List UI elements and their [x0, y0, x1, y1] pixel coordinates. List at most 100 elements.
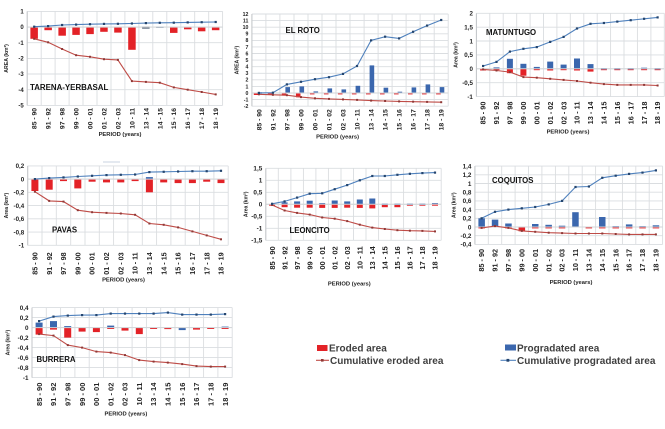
svg-text:02 - 03: 02 - 03 [116, 252, 125, 274]
svg-text:00 - 01: 00 - 01 [318, 246, 327, 269]
svg-text:15 - 16: 15 - 16 [397, 109, 404, 130]
svg-text:6: 6 [246, 51, 249, 57]
svg-text:-3: -3 [18, 72, 24, 78]
svg-text:99 - 00: 99 - 00 [518, 249, 527, 272]
svg-text:AREA (km²): AREA (km²) [235, 46, 241, 75]
svg-text:0,5: 0,5 [464, 52, 473, 59]
svg-text:Area (km²): Area (km²) [244, 191, 250, 217]
svg-text:1: 1 [20, 10, 24, 16]
svg-text:0: 0 [468, 224, 472, 231]
svg-text:91 - 92: 91 - 92 [49, 383, 58, 406]
svg-text:-0,4: -0,4 [461, 242, 472, 249]
svg-text:85 - 90: 85 - 90 [479, 102, 488, 125]
svg-text:17 - 18: 17 - 18 [206, 383, 215, 406]
svg-text:7: 7 [246, 45, 249, 51]
svg-text:0: 0 [469, 66, 473, 73]
svg-text:1,5: 1,5 [253, 166, 262, 173]
svg-text:0,2: 0,2 [20, 315, 29, 322]
svg-text:-2: -2 [244, 104, 249, 110]
svg-text:00 - 01: 00 - 01 [312, 109, 319, 130]
svg-text:15 - 16: 15 - 16 [611, 249, 620, 272]
svg-text:Area (km²): Area (km²) [454, 42, 460, 68]
svg-text:14 - 15: 14 - 15 [600, 102, 609, 125]
svg-text:Area (km²): Area (km²) [4, 193, 10, 219]
svg-text:-1: -1 [23, 375, 29, 382]
svg-text:2: 2 [246, 78, 249, 84]
svg-text:14 - 15: 14 - 15 [159, 252, 168, 274]
svg-text:02 - 03: 02 - 03 [121, 383, 130, 406]
svg-text:0,2: 0,2 [16, 163, 25, 170]
svg-text:14 - 15: 14 - 15 [164, 383, 173, 406]
svg-text:1: 1 [259, 178, 263, 185]
svg-text:0,8: 0,8 [463, 190, 472, 197]
svg-text:16 - 17: 16 - 17 [406, 246, 415, 269]
svg-text:18 - 19: 18 - 19 [221, 383, 230, 406]
svg-text:5: 5 [246, 58, 249, 64]
svg-text:10 - 11: 10 - 11 [129, 108, 136, 129]
svg-text:17 - 18: 17 - 18 [202, 252, 211, 274]
svg-text:13 - 14: 13 - 14 [585, 248, 594, 272]
svg-text:00 - 01: 00 - 01 [88, 108, 95, 129]
svg-text:15 - 16: 15 - 16 [393, 246, 402, 269]
svg-text:18 - 19: 18 - 19 [213, 108, 220, 129]
svg-text:00 - 01: 00 - 01 [88, 252, 97, 274]
svg-text:99 - 00: 99 - 00 [298, 109, 305, 130]
svg-text:13 - 14: 13 - 14 [369, 109, 376, 130]
svg-text:01 - 02: 01 - 02 [101, 108, 108, 129]
svg-text:Eroded area: Eroded area [329, 344, 387, 355]
svg-text:97 - 98: 97 - 98 [284, 109, 291, 130]
svg-text:15 - 16: 15 - 16 [174, 252, 183, 274]
svg-text:18 - 19: 18 - 19 [431, 246, 440, 269]
svg-text:17 - 18: 17 - 18 [199, 108, 206, 129]
svg-text:97 - 98: 97 - 98 [504, 249, 513, 272]
svg-text:PERIOD (years): PERIOD (years) [104, 412, 147, 418]
svg-text:-1: -1 [19, 243, 25, 250]
svg-text:PERIOD (years): PERIOD (years) [550, 280, 593, 286]
svg-text:Area (km²): Area (km²) [6, 330, 12, 356]
svg-text:18 - 19: 18 - 19 [439, 109, 446, 130]
svg-text:Progradated area: Progradated area [517, 344, 600, 355]
svg-text:99 - 00: 99 - 00 [519, 102, 528, 125]
svg-text:16 - 17: 16 - 17 [192, 383, 201, 406]
svg-text:1: 1 [246, 84, 249, 90]
svg-text:LEONCITO: LEONCITO [290, 226, 330, 235]
svg-text:15 - 16: 15 - 16 [613, 102, 622, 125]
svg-text:-1: -1 [18, 41, 24, 47]
svg-text:0: 0 [21, 176, 25, 183]
svg-text:-4: -4 [18, 88, 24, 94]
svg-text:85 - 90: 85 - 90 [477, 249, 486, 272]
svg-text:-0,2: -0,2 [14, 190, 25, 197]
svg-text:10 - 11: 10 - 11 [571, 249, 580, 271]
svg-text:01 - 02: 01 - 02 [546, 102, 555, 125]
svg-text:10 - 11: 10 - 11 [356, 246, 365, 269]
svg-text:9: 9 [246, 32, 249, 38]
svg-text:0: 0 [246, 91, 249, 97]
svg-text:85 - 90: 85 - 90 [256, 109, 263, 130]
svg-text:PERIOD (years): PERIOD (years) [316, 135, 359, 141]
svg-text:-0,6: -0,6 [18, 355, 29, 362]
svg-text:-1: -1 [467, 94, 473, 101]
svg-text:0,4: 0,4 [463, 207, 472, 214]
svg-text:Cumulative eroded area: Cumulative eroded area [330, 356, 444, 367]
svg-text:13 - 14: 13 - 14 [586, 101, 595, 125]
svg-text:14 - 15: 14 - 15 [381, 246, 390, 269]
svg-text:18 - 19: 18 - 19 [652, 249, 661, 272]
svg-text:-0,5: -0,5 [251, 214, 262, 221]
svg-text:-1: -1 [257, 226, 263, 233]
svg-text:MATUNTUGO: MATUNTUGO [486, 28, 536, 37]
svg-text:PAVAS: PAVAS [52, 226, 77, 235]
svg-text:11: 11 [243, 19, 249, 25]
svg-text:10: 10 [243, 25, 249, 31]
svg-text:91 - 92: 91 - 92 [45, 252, 54, 274]
svg-text:01 - 02: 01 - 02 [544, 249, 553, 272]
svg-text:10 - 11: 10 - 11 [135, 383, 144, 406]
svg-text:PERIOD (years): PERIOD (years) [547, 130, 590, 136]
svg-text:EL ROTO: EL ROTO [286, 26, 320, 35]
svg-text:91 - 92: 91 - 92 [270, 109, 277, 130]
svg-text:00 - 01: 00 - 01 [532, 102, 541, 125]
svg-text:COQUITOS: COQUITOS [492, 176, 533, 185]
svg-text:14 - 15: 14 - 15 [157, 108, 164, 129]
svg-text:91 - 92: 91 - 92 [46, 108, 53, 129]
svg-text:18 - 19: 18 - 19 [217, 252, 226, 274]
svg-text:01 - 02: 01 - 02 [102, 252, 111, 274]
